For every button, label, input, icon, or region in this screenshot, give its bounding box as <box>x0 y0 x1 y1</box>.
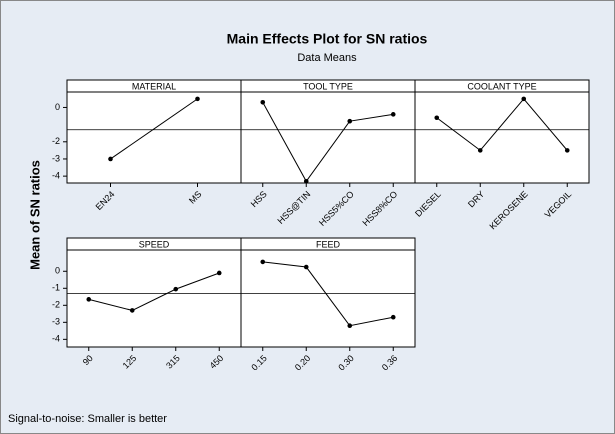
panel-title: FEED <box>316 239 341 249</box>
point <box>390 314 396 320</box>
point <box>303 178 309 184</box>
panel <box>66 237 242 348</box>
panel-title: COOLANT TYPE <box>467 81 536 91</box>
panel <box>240 237 416 348</box>
point <box>347 323 353 329</box>
effect-line <box>110 98 198 160</box>
point <box>173 286 179 292</box>
y-tick-label: -4 <box>52 171 60 181</box>
y-tick-label: -2 <box>52 300 60 310</box>
chart-subtitle: Data Means <box>297 52 357 64</box>
point <box>390 112 396 117</box>
panel <box>240 79 416 184</box>
panel <box>414 79 590 184</box>
point <box>195 96 200 102</box>
point <box>477 148 483 153</box>
y-axis-label: Mean of SN ratios <box>27 160 42 270</box>
effect-line <box>262 261 394 327</box>
effect-line <box>88 272 220 311</box>
point <box>86 297 92 302</box>
effect-line <box>436 98 568 152</box>
point <box>260 259 266 265</box>
y-tick-label: -4 <box>52 334 60 344</box>
footnote: Signal-to-noise: Smaller is better <box>8 413 167 425</box>
y-tick-label: -3 <box>52 317 60 327</box>
point <box>108 156 113 162</box>
y-tick-label: -1 <box>52 283 60 293</box>
point <box>129 308 135 313</box>
point <box>216 270 222 276</box>
point <box>260 100 266 105</box>
point <box>434 115 440 121</box>
panel <box>66 79 242 184</box>
point <box>521 96 527 102</box>
y-tick-label: -3 <box>52 153 60 163</box>
point <box>564 148 570 153</box>
effect-line <box>262 102 394 183</box>
chart-title: Main Effects Plot for SN ratios <box>227 31 428 47</box>
panel-title: TOOL TYPE <box>303 81 353 91</box>
panel-title: MATERIAL <box>132 81 176 91</box>
point <box>347 118 353 124</box>
y-tick-label: 0 <box>55 102 60 112</box>
y-tick-label: 0 <box>55 266 60 276</box>
point <box>303 264 309 270</box>
panel-title: SPEED <box>139 239 170 249</box>
y-tick-label: -2 <box>52 136 60 146</box>
